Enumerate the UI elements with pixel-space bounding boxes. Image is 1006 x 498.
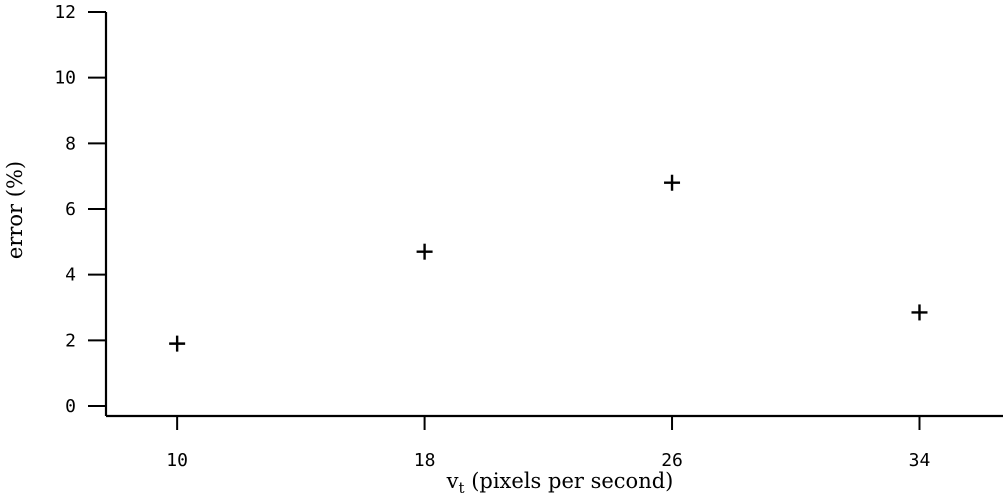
y-ticks: 0 2 4 6 8 10 12 <box>54 2 106 417</box>
y-tick-label-8: 8 <box>65 133 76 154</box>
data-point-3 <box>664 174 681 191</box>
data-point-1 <box>169 335 186 352</box>
x-tick-label-26: 26 <box>661 450 683 471</box>
data-point-4 <box>911 304 928 321</box>
y-tick-label-0: 0 <box>65 396 76 417</box>
y-tick-label-6: 6 <box>65 199 76 220</box>
x-tick-label-10: 10 <box>166 450 188 471</box>
x-axis-title-subscript: t <box>459 479 465 497</box>
x-tick-label-34: 34 <box>909 450 931 471</box>
data-points <box>169 174 928 352</box>
y-tick-label-12: 12 <box>54 2 76 23</box>
x-axis-title-main: v <box>446 469 459 493</box>
x-tick-label-18: 18 <box>414 450 436 471</box>
data-point-2 <box>416 243 433 260</box>
y-tick-label-10: 10 <box>54 68 76 89</box>
y-tick-label-4: 4 <box>65 265 76 286</box>
x-axis-title-suffix: (pixels per second) <box>465 469 674 493</box>
x-axis-title: vt (pixels per second) <box>446 469 674 497</box>
y-axis-title: error (%) <box>3 161 27 259</box>
x-ticks: 10 18 26 34 <box>166 416 930 471</box>
y-tick-label-2: 2 <box>65 330 76 351</box>
